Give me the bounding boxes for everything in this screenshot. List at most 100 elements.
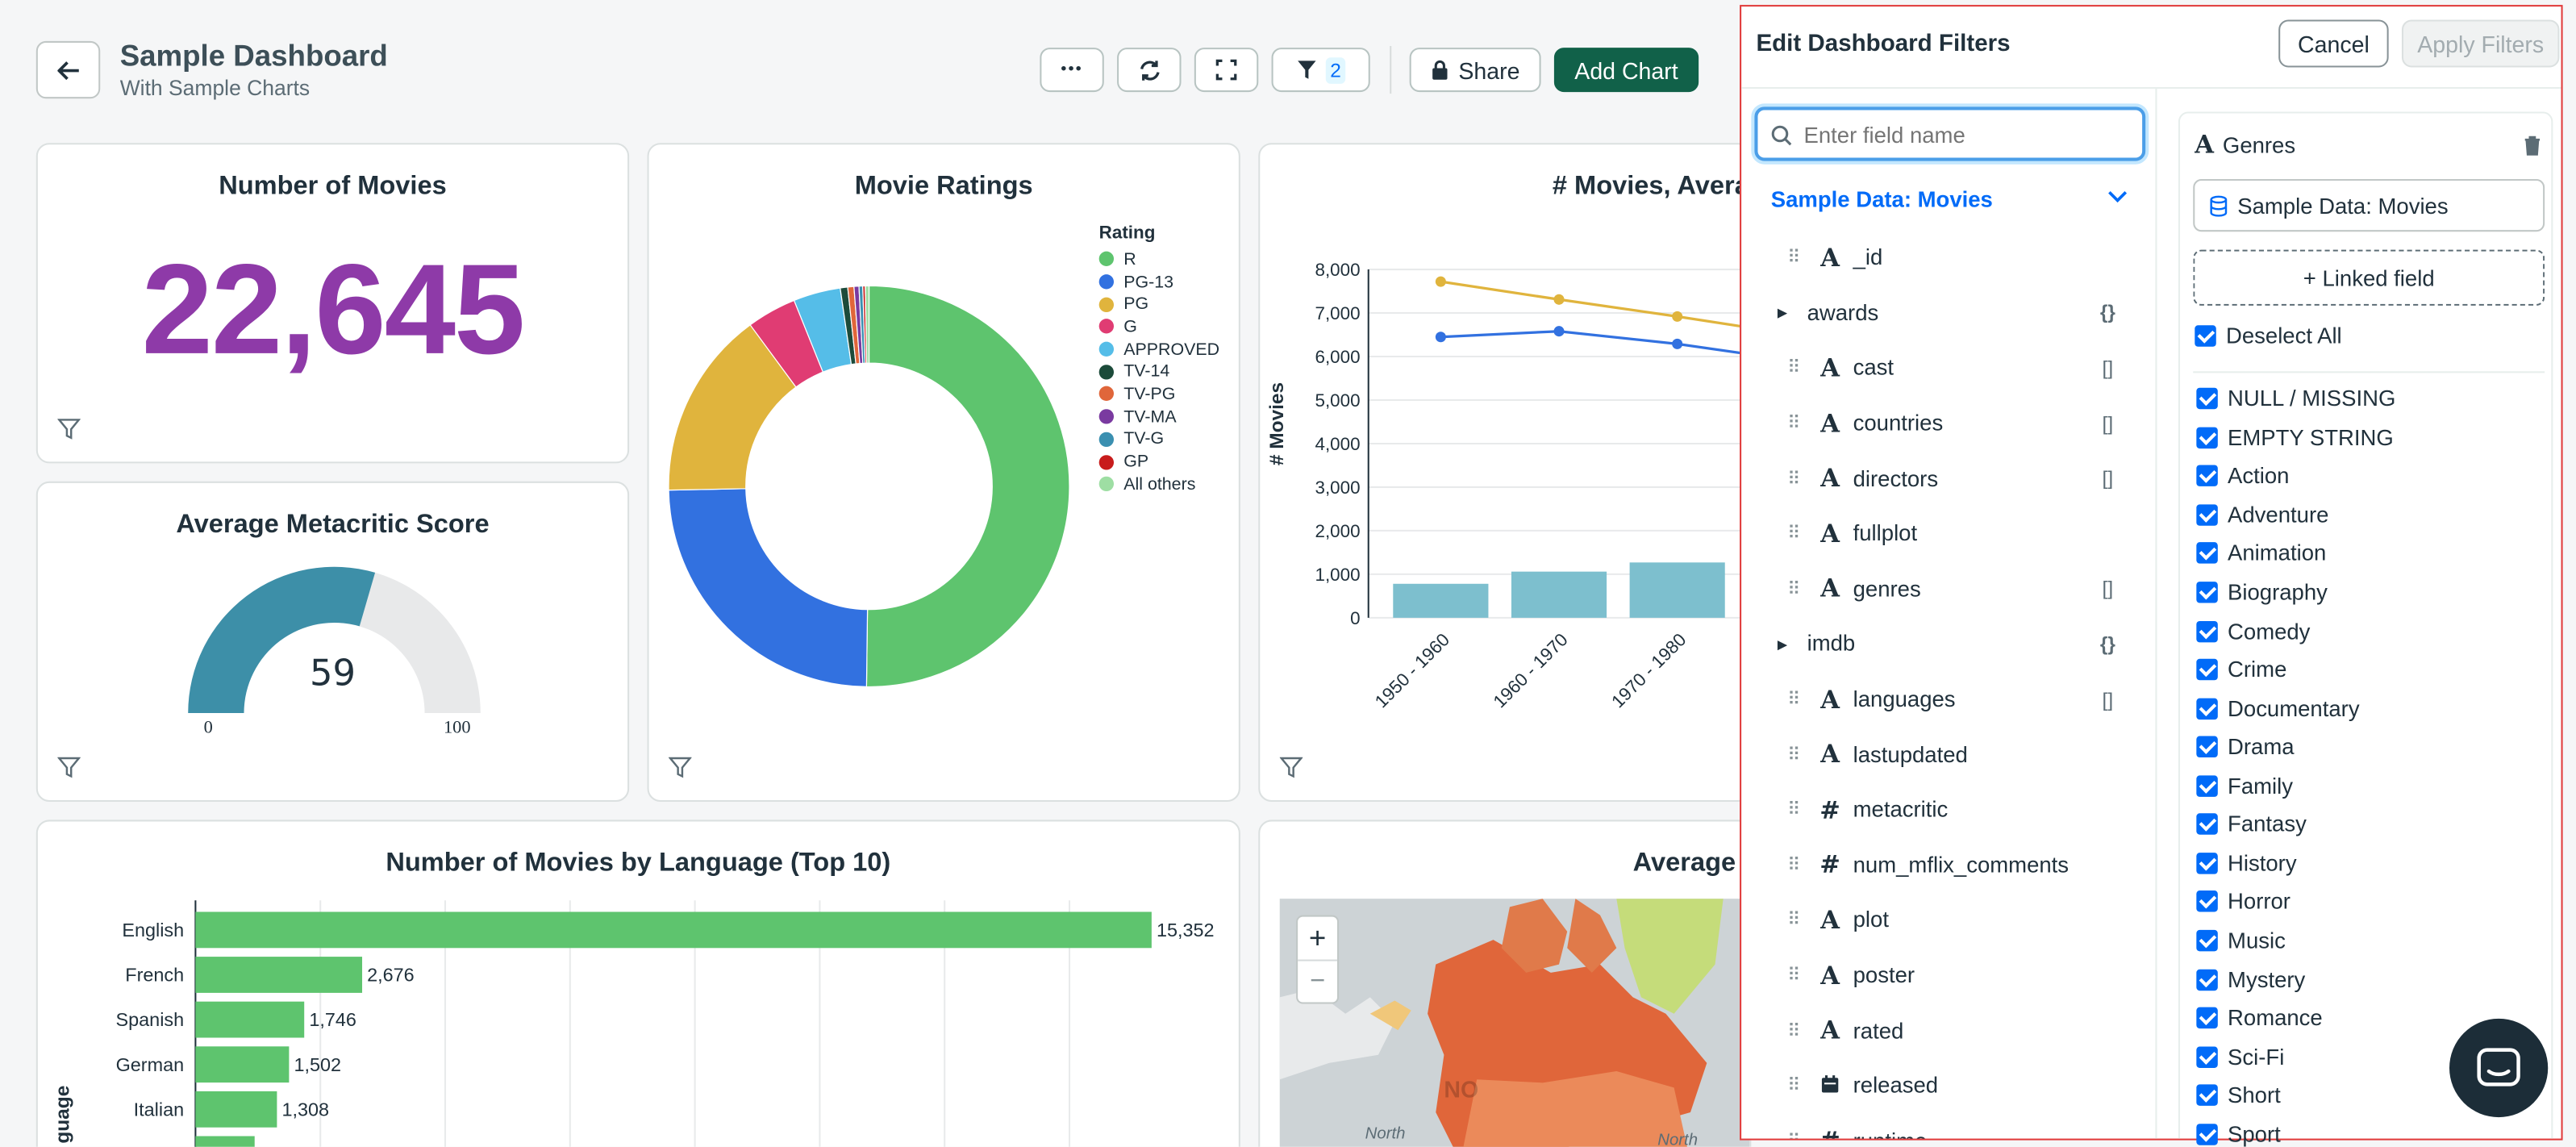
filter-option-checkbox[interactable]: Mystery bbox=[2196, 960, 2305, 999]
filter-option-checkbox[interactable]: EMPTY STRING bbox=[2196, 418, 2394, 457]
drag-handle-icon[interactable]: ⠿ bbox=[1787, 1021, 1800, 1041]
drag-handle-icon[interactable]: ⠿ bbox=[1787, 1130, 1817, 1138]
filter-icon[interactable] bbox=[1279, 756, 1303, 779]
filter-option-checkbox[interactable]: Animation bbox=[2196, 534, 2326, 573]
drag-handle-icon[interactable]: ⠿ bbox=[1787, 579, 1800, 600]
deselect-all-checkbox[interactable]: Deselect All bbox=[2195, 323, 2342, 348]
legend-item[interactable]: TV-PG bbox=[1098, 383, 1219, 406]
legend-item[interactable]: TV-G bbox=[1098, 428, 1219, 451]
bar[interactable] bbox=[195, 1091, 277, 1128]
caret-right-icon[interactable]: ▸ bbox=[1777, 632, 1787, 656]
card-metacritic[interactable]: Average Metacritic Score 59 0 100 bbox=[35, 481, 630, 803]
filter-option-checkbox[interactable]: Crime bbox=[2196, 650, 2286, 689]
card-map[interactable]: Average NO North North + − bbox=[1258, 820, 1752, 1147]
chevron-down-icon[interactable] bbox=[2107, 190, 2128, 203]
fullscreen-button[interactable] bbox=[1194, 48, 1259, 93]
back-button[interactable] bbox=[35, 40, 101, 99]
filter-option-checkbox[interactable]: Sport bbox=[2196, 1115, 2281, 1147]
field-item[interactable]: ⠿# runtime bbox=[1741, 1113, 2136, 1138]
filter-option-checkbox[interactable]: Biography bbox=[2196, 573, 2328, 611]
bar[interactable] bbox=[1511, 571, 1607, 618]
drag-handle-icon[interactable]: ⠿ bbox=[1787, 856, 1800, 876]
legend-item[interactable]: G bbox=[1098, 315, 1219, 338]
filter-option-checkbox[interactable]: History bbox=[2196, 844, 2297, 882]
series-point[interactable] bbox=[1672, 338, 1683, 349]
trash-icon[interactable] bbox=[2524, 135, 2541, 156]
filter-option-checkbox[interactable]: Fantasy bbox=[2196, 805, 2307, 844]
bar[interactable] bbox=[1629, 562, 1725, 618]
bar[interactable] bbox=[195, 1046, 290, 1083]
field-item[interactable]: ▸ imdb {} bbox=[1741, 616, 2136, 671]
legend-item[interactable]: PG bbox=[1098, 293, 1219, 315]
legend-item[interactable]: TV-MA bbox=[1098, 406, 1219, 428]
map-view[interactable]: NO North North + − bbox=[1279, 899, 1750, 1147]
drag-handle-icon[interactable]: ⠿ bbox=[1787, 414, 1800, 434]
card-number-of-movies[interactable]: Number of Movies 22,645 bbox=[35, 143, 630, 464]
series-point[interactable] bbox=[1672, 311, 1683, 322]
drag-handle-icon[interactable]: ⠿ bbox=[1787, 248, 1800, 269]
filter-option-checkbox[interactable]: Documentary bbox=[2196, 689, 2360, 728]
donut-slice[interactable] bbox=[865, 285, 1070, 688]
filter-option-checkbox[interactable]: Sci-Fi bbox=[2196, 1037, 2284, 1076]
filter-option-checkbox[interactable]: Romance bbox=[2196, 999, 2323, 1037]
series-point[interactable] bbox=[1553, 326, 1565, 337]
filter-option-checkbox[interactable]: NULL / MISSING bbox=[2196, 380, 2395, 419]
filter-icon[interactable] bbox=[57, 417, 81, 440]
field-item[interactable]: ⠿ released bbox=[1741, 1058, 2136, 1113]
apply-filters-button[interactable]: Apply Filters bbox=[2401, 19, 2560, 68]
legend-item[interactable]: All others bbox=[1098, 473, 1219, 495]
field-item[interactable]: ⠿ A _id bbox=[1741, 230, 2136, 285]
filter-button[interactable]: 2 bbox=[1271, 48, 1370, 93]
legend-item[interactable]: R bbox=[1098, 248, 1219, 271]
zoom-in-button[interactable]: + bbox=[1298, 917, 1338, 961]
drag-handle-icon[interactable]: ⠿ bbox=[1787, 1076, 1800, 1097]
bar[interactable] bbox=[1393, 583, 1489, 618]
donut-slice[interactable] bbox=[865, 285, 870, 364]
bar[interactable] bbox=[195, 1001, 305, 1038]
legend-item[interactable]: APPROVED bbox=[1098, 338, 1219, 361]
chat-launcher-button[interactable] bbox=[2449, 1018, 2549, 1118]
zoom-out-button[interactable]: − bbox=[1310, 967, 1326, 996]
filter-option-checkbox[interactable]: Music bbox=[2196, 921, 2286, 960]
filter-option-checkbox[interactable]: Horror bbox=[2196, 882, 2290, 921]
drag-handle-icon[interactable]: ⠿ bbox=[1787, 469, 1800, 490]
drag-handle-icon[interactable]: ⠿ bbox=[1787, 800, 1800, 821]
card-movies-by-decade[interactable]: # Movies, Avera # Movies 0 1,000 2,000 3,00… bbox=[1258, 143, 1752, 803]
filter-option-checkbox[interactable]: Drama bbox=[2196, 728, 2295, 766]
bar[interactable] bbox=[195, 911, 1152, 949]
series-point[interactable] bbox=[1435, 332, 1446, 343]
field-item[interactable]: ⠿ # metacritic bbox=[1741, 782, 2136, 837]
drag-handle-icon[interactable]: ⠿ bbox=[1787, 524, 1800, 544]
search-field[interactable] bbox=[1754, 106, 2146, 161]
donut-slice[interactable] bbox=[668, 488, 869, 688]
cancel-button[interactable]: Cancel bbox=[2278, 19, 2389, 68]
more-options-button[interactable]: ••• bbox=[1040, 48, 1104, 93]
caret-right-icon[interactable]: ▸ bbox=[1777, 301, 1787, 325]
legend-item[interactable]: GP bbox=[1098, 450, 1219, 473]
refresh-button[interactable] bbox=[1117, 48, 1182, 93]
legend-item[interactable]: PG-13 bbox=[1098, 270, 1219, 293]
bar[interactable] bbox=[195, 1136, 255, 1147]
filter-option-checkbox[interactable]: Short bbox=[2196, 1076, 2281, 1115]
drag-handle-icon[interactable]: ⠿ bbox=[1787, 745, 1800, 765]
field-item[interactable]: ⠿ # num_mflix_comments bbox=[1741, 837, 2136, 892]
filter-icon[interactable] bbox=[669, 756, 692, 779]
search-input[interactable] bbox=[1803, 118, 2132, 152]
filter-option-checkbox[interactable]: Family bbox=[2196, 766, 2293, 805]
add-chart-button[interactable]: Add Chart bbox=[1553, 48, 1699, 93]
bar[interactable] bbox=[195, 957, 363, 993]
field-item[interactable]: ▸ awards {} bbox=[1741, 286, 2136, 340]
drag-handle-icon[interactable]: ⠿ bbox=[1787, 690, 1800, 711]
filter-option-checkbox[interactable]: Adventure bbox=[2196, 495, 2328, 534]
card-languages[interactable]: Number of Movies by Language (Top 10) gu… bbox=[35, 820, 1240, 1147]
drag-handle-icon[interactable]: ⠿ bbox=[1787, 359, 1800, 379]
